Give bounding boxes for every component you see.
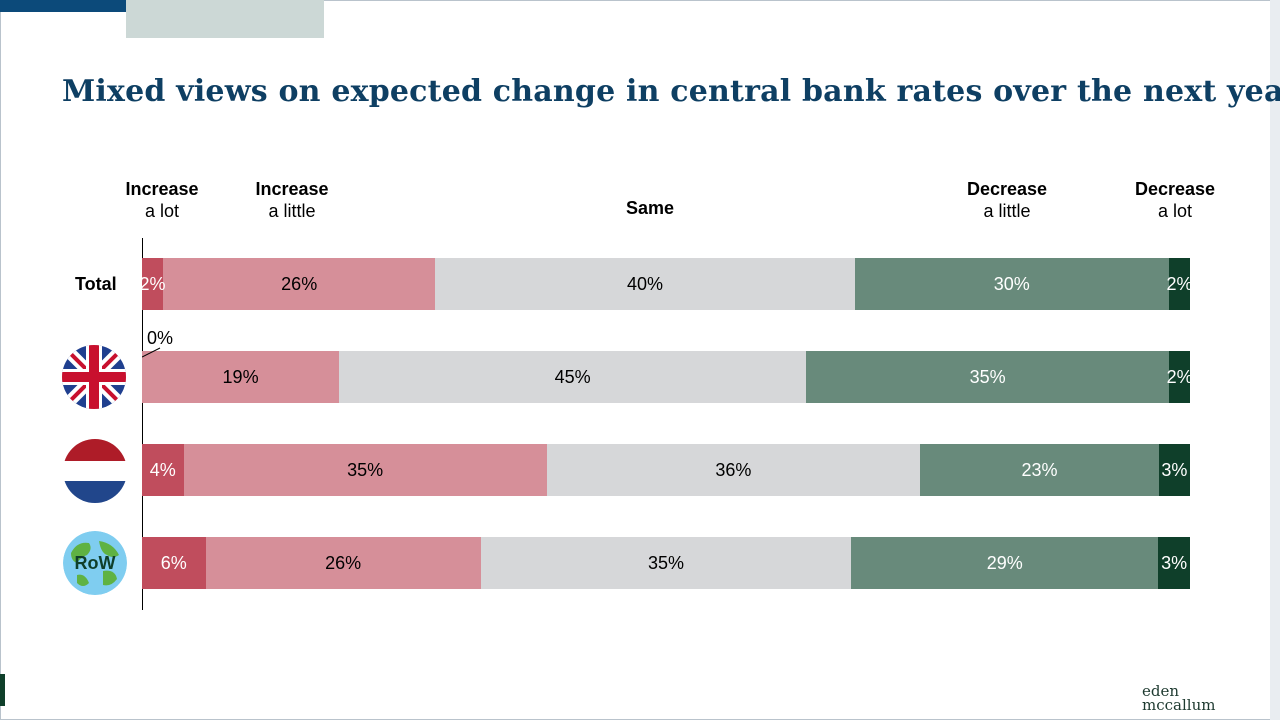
- bar-row-total: 2% 26% 40% 30% 2%: [139, 258, 1193, 310]
- logo-line-2: mccallum: [1142, 696, 1216, 714]
- header-decrease-a-lot-sub: a lot: [1157, 201, 1193, 221]
- top-accent-block: [126, 0, 324, 38]
- data-label-row-same: 35%: [647, 552, 684, 573]
- header-decrease-a-little-bold: Decrease: [966, 179, 1048, 199]
- header-decrease-a-little-sub: a little: [983, 201, 1031, 221]
- data-label-netherlands-increase-a-lot: 4%: [149, 459, 176, 480]
- bar-total-decrease-a-little: 30%: [854, 258, 1169, 310]
- bar-row-increase-a-little: 26%: [205, 537, 481, 589]
- bar-uk-decrease-a-little: 35%: [806, 351, 1170, 403]
- data-label-uk-decrease-a-little: 35%: [969, 366, 1006, 387]
- chart-title: Mixed views on expected change in centra…: [62, 74, 1280, 109]
- bar-netherlands-same: 36%: [546, 444, 921, 496]
- header-increase-a-little-sub: a little: [268, 201, 316, 221]
- bar-row-row: 6% 26% 35% 29% 3%: [142, 537, 1190, 589]
- zero-callout-leader: [142, 347, 161, 358]
- data-label-total-decrease-a-lot: 2%: [1166, 273, 1193, 294]
- bar-total-increase-a-little: 26%: [162, 258, 436, 310]
- bar-total-decrease-a-lot: 2%: [1166, 258, 1193, 310]
- header-decrease-a-lot: Decrease a lot: [1122, 178, 1228, 222]
- data-label-netherlands-decrease-a-lot: 3%: [1161, 459, 1188, 480]
- bar-row-decrease-a-little: 29%: [851, 537, 1159, 589]
- header-increase-a-little: Increase a little: [242, 178, 342, 222]
- netherlands-flag-icon: [63, 439, 127, 503]
- data-label-row-decrease-a-little: 29%: [986, 552, 1023, 573]
- header-increase-a-lot: Increase a lot: [112, 178, 212, 222]
- uk-flag-icon: [62, 345, 126, 409]
- row-label-row: RoW: [74, 553, 116, 573]
- row-label-total: Total: [75, 274, 117, 294]
- header-decrease-a-little: Decrease a little: [952, 178, 1062, 222]
- uk-increase-a-lot-callout: 0%: [147, 328, 174, 348]
- data-label-uk-increase-a-little: 19%: [222, 366, 259, 387]
- data-label-row-increase-a-lot: 6%: [160, 552, 187, 573]
- data-label-uk-decrease-a-lot: 2%: [1166, 366, 1193, 387]
- category-axis-line: [142, 238, 143, 610]
- data-label-total-same: 40%: [627, 273, 664, 294]
- data-label-netherlands-same: 36%: [715, 459, 752, 480]
- logo-line-1: eden: [1142, 682, 1180, 700]
- header-increase-a-lot-bold: Increase: [125, 179, 199, 199]
- bar-netherlands-decrease-a-little: 23%: [920, 444, 1159, 496]
- right-side-strip: [1270, 0, 1280, 720]
- data-label-row-decrease-a-lot: 3%: [1161, 552, 1188, 573]
- header-decrease-a-lot-bold: Decrease: [1134, 179, 1216, 199]
- data-label-row-increase-a-little: 26%: [325, 552, 362, 573]
- bar-row-uk: 19% 45% 35% 2%: [142, 351, 1193, 403]
- bar-row-decrease-a-lot: 3%: [1158, 537, 1190, 589]
- data-label-netherlands-decrease-a-little: 23%: [1021, 459, 1058, 480]
- header-increase-a-lot-sub: a lot: [144, 201, 180, 221]
- header-same: Same: [600, 197, 700, 219]
- globe-icon: [63, 531, 127, 595]
- bar-netherlands-increase-a-lot: 4%: [142, 444, 184, 496]
- bar-row-increase-a-lot: 6%: [142, 537, 206, 589]
- data-label-total-decrease-a-little: 30%: [993, 273, 1030, 294]
- bar-uk-decrease-a-lot: 2%: [1166, 351, 1193, 403]
- bar-total-increase-a-lot: 2%: [139, 258, 166, 310]
- data-label-netherlands-increase-a-little: 35%: [347, 459, 384, 480]
- data-label-total-increase-a-little: 26%: [281, 273, 318, 294]
- bar-row-same: 35%: [480, 537, 852, 589]
- bar-netherlands-increase-a-little: 35%: [183, 444, 547, 496]
- bar-uk-same: 45%: [339, 351, 807, 403]
- bar-uk-increase-a-little: 19%: [142, 351, 340, 403]
- header-increase-a-little-bold: Increase: [255, 179, 329, 199]
- bar-total-same: 40%: [435, 258, 855, 310]
- left-bottom-accent: [0, 674, 5, 706]
- bar-netherlands-decrease-a-lot: 3%: [1158, 444, 1190, 496]
- data-label-total-increase-a-lot: 2%: [139, 273, 166, 294]
- bar-row-netherlands: 4% 35% 36% 23% 3%: [142, 444, 1190, 496]
- company-logo: eden mccallum: [1142, 682, 1216, 714]
- data-label-uk-same: 45%: [554, 366, 591, 387]
- header-same-bold: Same: [625, 198, 675, 218]
